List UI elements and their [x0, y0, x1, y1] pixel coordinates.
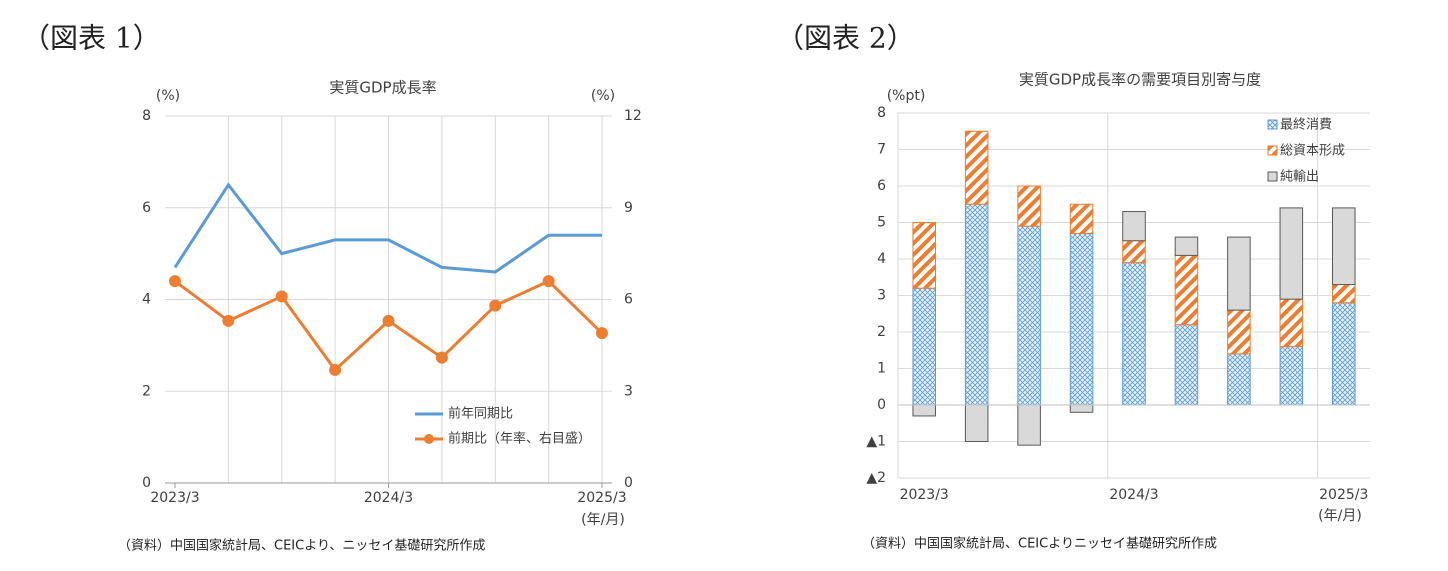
x-tick-label: 2025/3 — [577, 490, 626, 506]
bar-segment — [1332, 207, 1356, 286]
y-tick-label: 7 — [877, 142, 886, 158]
x-unit: (年/月) — [1318, 508, 1362, 524]
y-tick-label: 5 — [877, 215, 886, 231]
point — [222, 314, 235, 327]
legend-label: 純輸出 — [1280, 170, 1319, 185]
bar-segment — [1017, 225, 1041, 406]
y-tick-label: 4 — [142, 292, 151, 308]
bar-segment — [1174, 236, 1199, 256]
legend-swatch — [1267, 145, 1278, 156]
heading: （図表 1） — [22, 22, 161, 55]
legend-swatch — [1267, 171, 1278, 182]
bar-segment — [1332, 302, 1356, 406]
y-tick-label: 1 — [877, 361, 886, 377]
bar-segment — [912, 222, 936, 289]
bar-segment — [1122, 211, 1146, 242]
point — [542, 275, 555, 288]
x-tick-label: 2024/3 — [364, 490, 413, 506]
bar-segment — [1227, 353, 1251, 406]
y-tick-label: 0 — [142, 475, 151, 491]
x-tick-label: 2024/3 — [1109, 487, 1158, 503]
y2-tick-label: 0 — [624, 475, 633, 491]
bar-segment — [1122, 240, 1146, 264]
y-tick-label: 8 — [142, 108, 151, 124]
bar-segment — [1174, 254, 1199, 326]
point — [329, 363, 342, 376]
heading: （図表 2） — [776, 22, 915, 55]
y2-axis-label: (%) — [591, 88, 615, 104]
source: （資料）中国国家統計局、CEICよりニッセイ基礎研究所作成 — [862, 536, 1217, 552]
bar-segment — [1279, 298, 1304, 348]
point — [596, 327, 608, 340]
point — [275, 290, 288, 303]
bar-segment — [1227, 309, 1251, 355]
y-axis-label: (%pt) — [887, 88, 926, 104]
y-tick-label: 2 — [142, 383, 151, 399]
legend-label: 最終消費 — [1280, 117, 1332, 133]
bar-segment — [1122, 262, 1146, 406]
legend-swatch — [1267, 119, 1278, 130]
legend-label: 前年同期比 — [448, 406, 513, 422]
bar-segment — [1069, 232, 1094, 406]
x-unit: (年/月) — [581, 512, 625, 528]
y2-tick-label: 9 — [624, 200, 633, 216]
chart-title: 実質GDP成長率 — [329, 79, 436, 97]
y2-tick-label: 3 — [624, 383, 633, 399]
bar-segment — [1279, 207, 1304, 300]
y-tick-label: 3 — [877, 288, 886, 304]
bar-segment — [964, 130, 989, 205]
series-line — [173, 182, 602, 274]
y2-tick-label: 6 — [624, 292, 633, 308]
y2-tick-label: 12 — [624, 108, 642, 124]
y-tick-label: 2 — [877, 324, 886, 340]
legend-label: 総資本形成 — [1280, 144, 1345, 159]
bar-segment — [1332, 284, 1356, 304]
bar-segment — [1227, 236, 1251, 311]
bar-segment — [1174, 324, 1199, 406]
x-tick-label: 2023/3 — [150, 490, 199, 506]
bar-segment — [912, 287, 936, 406]
bar-segment — [1069, 203, 1094, 234]
bar-segment — [1279, 346, 1304, 406]
point — [382, 314, 395, 327]
y-tick-label: ▲2 — [866, 470, 886, 486]
y-tick-label: 4 — [877, 251, 886, 267]
y-axis-label: (%) — [156, 88, 180, 104]
y-tick-label: 0 — [877, 397, 886, 413]
source: （資料）中国国家統計局、CEICより、ニッセイ基礎研究所作成 — [118, 538, 485, 554]
point — [435, 351, 448, 364]
y-tick-label: 8 — [877, 105, 886, 121]
bar-segment — [1017, 404, 1041, 446]
bar-segment — [964, 404, 989, 442]
y-tick-label: ▲1 — [866, 434, 886, 450]
chart-title: 実質GDP成長率の需要項目別寄与度 — [1019, 71, 1261, 89]
bar-segment — [964, 203, 989, 406]
point — [169, 275, 181, 288]
point — [489, 299, 502, 312]
bar-segment — [912, 404, 936, 417]
bar-segment — [1069, 404, 1094, 413]
x-tick-label: 2023/3 — [900, 487, 949, 503]
legend-marker — [424, 434, 434, 444]
bar-segment — [1017, 185, 1041, 227]
x-tick-label: 2025/3 — [1319, 487, 1368, 503]
y-tick-label: 6 — [142, 200, 151, 216]
y-tick-label: 6 — [877, 178, 886, 194]
legend-label: 前期比（年率、右目盛） — [448, 431, 591, 447]
